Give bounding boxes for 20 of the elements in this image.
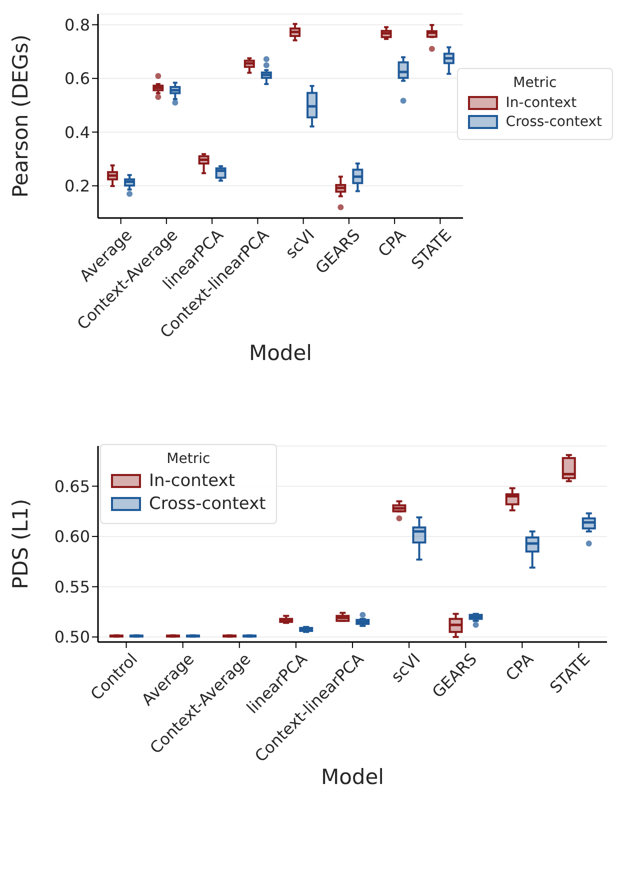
y-axis-title: Pearson (DEGs) (8, 34, 32, 198)
x-tick-label: CPA (374, 225, 410, 261)
x-axis-title: Model (320, 765, 384, 789)
y-tick-label: 0.8 (64, 15, 90, 34)
y-tick-label: 0.65 (54, 476, 90, 496)
y-tick-label: 0.50 (54, 628, 90, 647)
legend-label: In-context (506, 95, 577, 111)
x-axis-title: Model (248, 341, 312, 365)
y-tick-label: 0.6 (64, 69, 90, 88)
x-tick-label: CPA (502, 649, 538, 685)
legend-label: In-context (149, 471, 235, 491)
y-tick-label: 0.60 (54, 527, 90, 546)
y-tick-label: 0.4 (64, 122, 90, 142)
legend-title: Metric (512, 75, 558, 91)
legend-title: Metric (166, 451, 212, 467)
y-tick-label: 0.2 (64, 176, 90, 196)
y-axis-title: PDS (L1) (8, 498, 32, 590)
legend-label: Cross-context (506, 114, 602, 130)
legend-label: Cross-context (149, 494, 266, 514)
y-tick-label: 0.55 (54, 577, 90, 596)
